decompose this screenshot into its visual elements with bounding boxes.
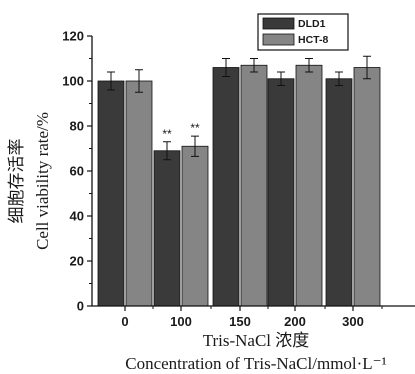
bar-hct8-100 (181, 145, 209, 307)
error-bar-hct8-100 (191, 135, 199, 157)
error-bar-hct8-150 (250, 58, 258, 73)
x-axis-title-chinese: Tris-NaCl 浓度 (203, 331, 310, 350)
bar-dld1-200 (267, 78, 295, 307)
bar-hct8-200 (295, 64, 323, 307)
error-bar-hct8-200 (305, 58, 313, 73)
error-bar-hct8-300 (363, 55, 371, 80)
legend-swatch-dld1 (262, 17, 295, 30)
bar-dld1-300 (325, 78, 353, 307)
y-axis-title-chinese: 细胞存活率 (7, 139, 26, 224)
y-tick-label: 80 (70, 119, 84, 134)
bar-hct8-150 (240, 64, 268, 307)
bar-dld1-150 (212, 67, 240, 307)
error-bar-dld1-300 (335, 71, 343, 86)
y-tick-label: 20 (70, 254, 84, 269)
bar-dld1-0 (97, 80, 125, 307)
x-tick-label-200: 200 (284, 314, 306, 329)
y-tick-label: 60 (70, 164, 84, 179)
y-tick-label: 100 (62, 74, 84, 89)
bar-dld1-100 (153, 150, 181, 307)
bar-hct8-0 (125, 80, 153, 307)
x-axis-title: Concentration of Tris-NaCl/mmol·L⁻¹ (125, 354, 387, 373)
error-bar-dld1-200 (277, 71, 285, 86)
significance-marker-hct8-100: ** (190, 121, 200, 135)
x-tick-label-150: 150 (229, 314, 251, 329)
error-bar-dld1-100 (163, 141, 171, 161)
error-bar-dld1-0 (107, 71, 115, 91)
x-tick-label-0: 0 (121, 314, 128, 329)
error-bar-hct8-0 (135, 69, 143, 93)
y-tick-label: 120 (62, 29, 84, 44)
x-tick-label-100: 100 (170, 314, 192, 329)
x-axis: 0 100 150 200 300 (92, 305, 415, 329)
legend-label-dld1: DLD1 (298, 18, 326, 30)
x-tick-label-300: 300 (342, 314, 364, 329)
significance-marker-dld1-100: ** (162, 127, 172, 141)
legend-swatch-hct8 (262, 33, 295, 46)
error-bar-dld1-150 (222, 58, 230, 77)
y-axis-title: Cell viability rate/% (33, 112, 52, 250)
legend: DLD1 HCT-8 (257, 13, 349, 51)
legend-label-hct8: HCT-8 (298, 34, 328, 46)
y-tick-label: 40 (70, 209, 84, 224)
plot-area: ** ** (97, 55, 381, 307)
bar-hct8-300 (353, 67, 381, 307)
y-tick-label: 0 (77, 299, 84, 314)
y-axis: 0 20 40 60 80 100 120 (62, 29, 93, 314)
